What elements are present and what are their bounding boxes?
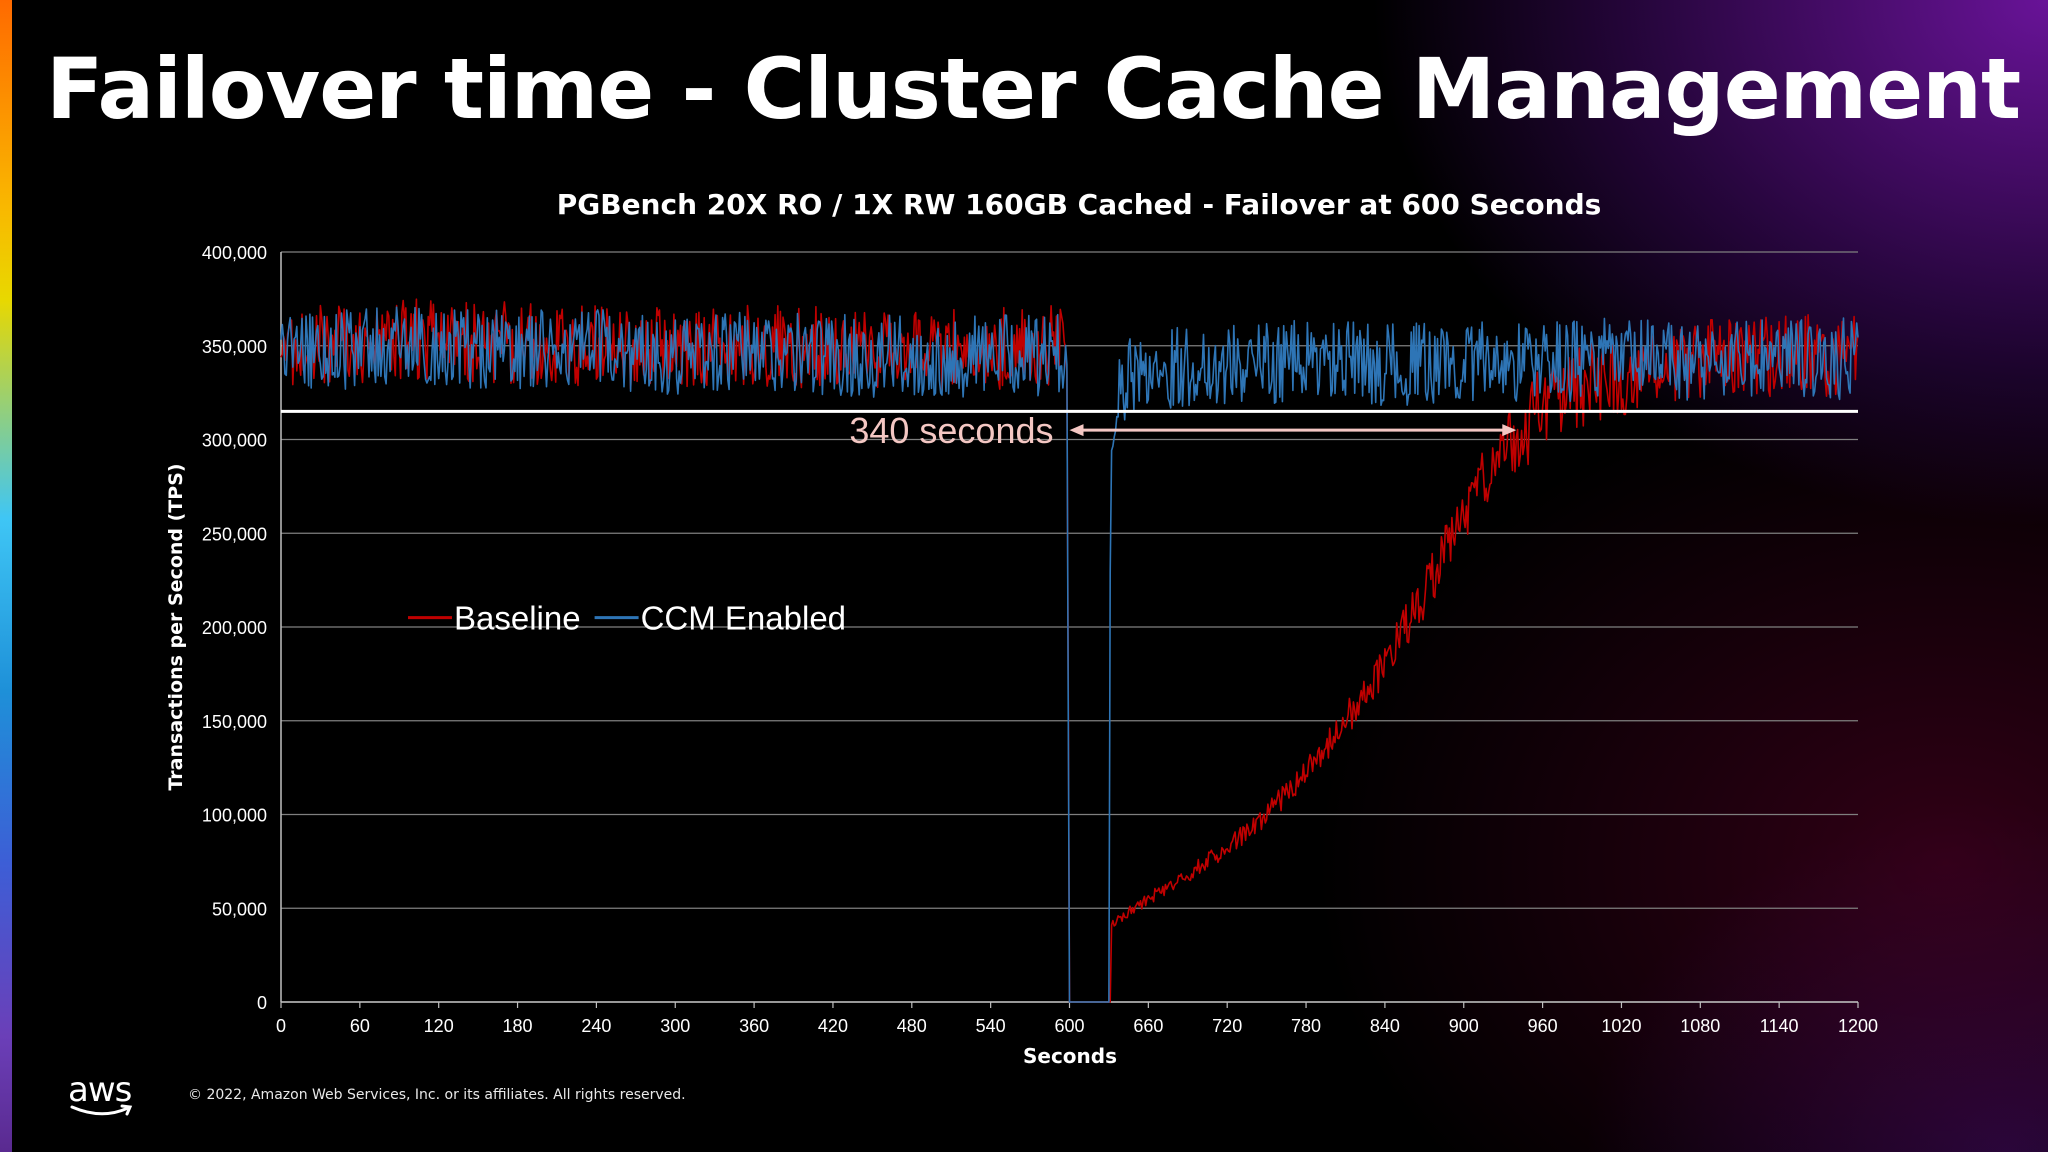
x-tick-label: 660: [1133, 1016, 1163, 1036]
y-tick-label: 400,000: [202, 243, 267, 263]
x-tick-label: 1200: [1838, 1016, 1878, 1036]
y-tick-label: 200,000: [202, 618, 267, 638]
aws-smile-icon: [70, 1104, 133, 1116]
annotation-arrowhead-left: [1069, 424, 1084, 437]
x-tick-label: 720: [1212, 1016, 1242, 1036]
x-tick-label: 240: [581, 1016, 611, 1036]
x-tick-label: 0: [276, 1016, 286, 1036]
y-tick-label: 300,000: [202, 431, 267, 451]
x-tick-label: 780: [1291, 1016, 1321, 1036]
x-tick-label: 600: [1054, 1016, 1084, 1036]
y-axis-label: Transactions per Second (TPS): [165, 463, 187, 790]
x-tick-label: 1020: [1601, 1016, 1641, 1036]
annotations: 340 seconds: [281, 409, 1858, 451]
aws-logo: aws: [68, 1070, 138, 1118]
legend: Baseline CCM Enabled: [408, 600, 846, 637]
x-tick-label: 420: [818, 1016, 848, 1036]
legend-label: CCM Enabled: [641, 600, 846, 637]
x-tick-label: 900: [1449, 1016, 1479, 1036]
copyright-notice: © 2022, Amazon Web Services, Inc. or its…: [188, 1087, 686, 1103]
accent-edge-bar: [0, 0, 12, 1152]
chart-title: PGBench 20X RO / 1X RW 160GB Cached - Fa…: [556, 188, 1602, 221]
series-lines: [280, 298, 1859, 1003]
x-tick-label: 480: [897, 1016, 927, 1036]
slide-title: Failover time - Cluster Cache Management: [46, 40, 2021, 138]
x-tick-label: 120: [424, 1016, 454, 1036]
x-tick-label: 60: [350, 1016, 370, 1036]
y-tick-label: 0: [257, 993, 267, 1013]
x-tick-label: 1080: [1680, 1016, 1720, 1036]
y-tick-label: 100,000: [202, 806, 267, 826]
aws-logo-text: aws: [68, 1070, 132, 1110]
y-tick-label: 250,000: [202, 524, 267, 544]
annotation-arrowhead-right: [1502, 424, 1517, 437]
annotation-label: 340 seconds: [849, 410, 1053, 451]
y-tick-label: 50,000: [212, 899, 267, 919]
y-tick-label: 150,000: [202, 712, 267, 732]
x-tick-label: 960: [1528, 1016, 1558, 1036]
x-tick-label: 540: [976, 1016, 1006, 1036]
y-tick-label: 350,000: [202, 337, 267, 357]
x-tick-label: 180: [503, 1016, 533, 1036]
x-tick-label: 840: [1370, 1016, 1400, 1036]
legend-label: Baseline: [454, 600, 581, 637]
x-tick-label: 300: [660, 1016, 690, 1036]
x-axis-label: Seconds: [1023, 1044, 1117, 1068]
ccm-series-line: [280, 306, 1859, 1003]
x-tick-label: 1140: [1760, 1016, 1799, 1036]
x-tick-label: 360: [739, 1016, 769, 1036]
